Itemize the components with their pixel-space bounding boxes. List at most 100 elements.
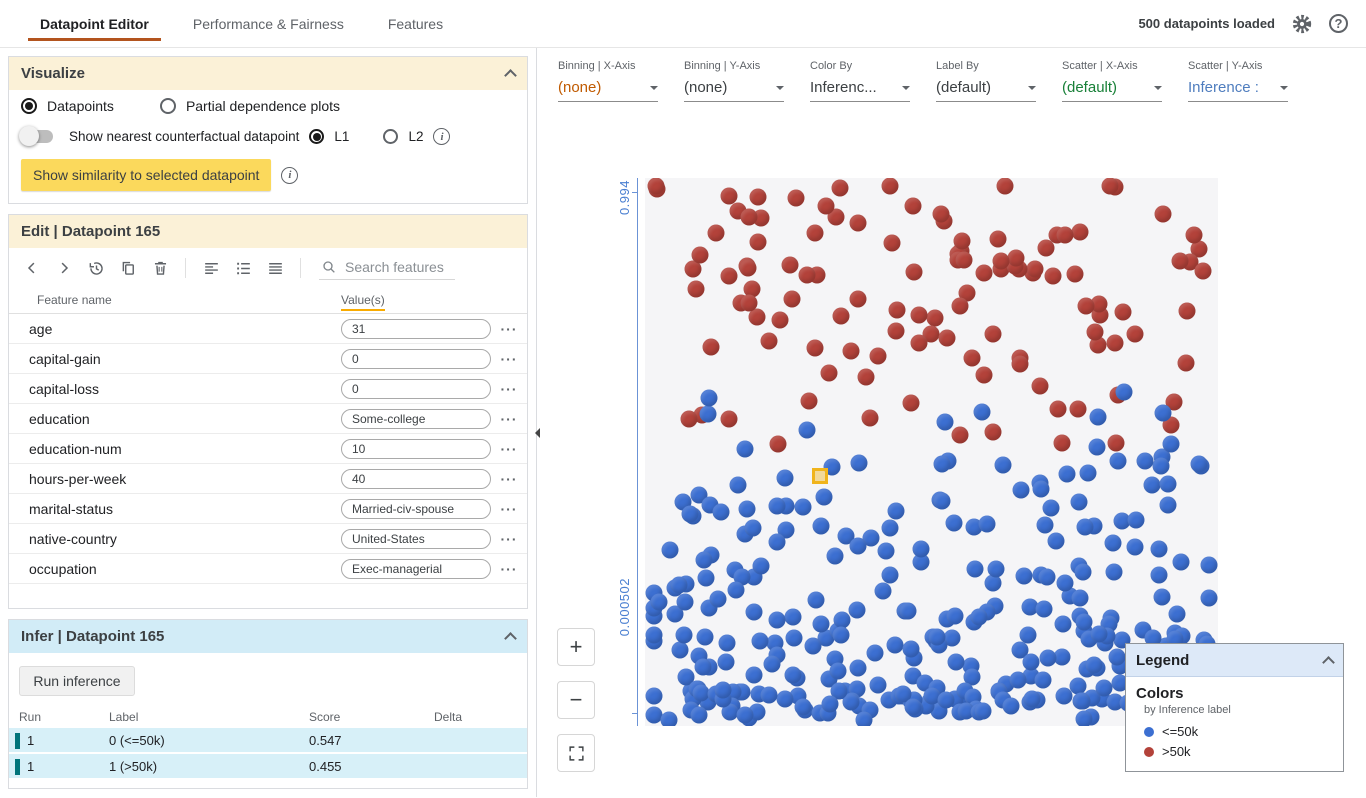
datapoint-blue[interactable] [709, 590, 727, 608]
datapoint-red[interactable] [720, 410, 738, 428]
feature-value-input[interactable] [341, 378, 491, 399]
datapoint-blue[interactable] [681, 505, 699, 523]
datapoint-blue[interactable] [1015, 567, 1033, 585]
datapoint-blue[interactable] [978, 515, 996, 533]
feature-value-input[interactable] [341, 318, 491, 339]
datapoint-blue[interactable] [714, 681, 732, 699]
datapoint-blue[interactable] [812, 517, 830, 535]
datapoint-blue[interactable] [1190, 455, 1208, 473]
datapoint-blue[interactable] [729, 476, 747, 494]
zoom-out-button[interactable]: − [557, 681, 595, 719]
datapoint-blue[interactable] [776, 469, 794, 487]
datapoint-red[interactable] [1106, 334, 1124, 352]
datapoint-red[interactable] [820, 364, 838, 382]
datapoint-blue[interactable] [760, 686, 778, 704]
datapoint-red[interactable] [739, 259, 757, 277]
feature-menu-button[interactable]: ··· [500, 350, 518, 367]
feature-menu-button[interactable]: ··· [500, 380, 518, 397]
show-similarity-button[interactable]: Show similarity to selected datapoint [21, 159, 272, 191]
datapoint-blue[interactable] [849, 659, 867, 677]
datapoint-blue[interactable] [745, 603, 763, 621]
dropdown-binning-y-axis[interactable]: Binning | Y-Axis (none) [684, 60, 784, 102]
datapoint-blue[interactable] [1022, 653, 1040, 671]
datapoint-blue[interactable] [832, 626, 850, 644]
datapoint-red[interactable] [938, 329, 956, 347]
datapoint-blue[interactable] [1058, 465, 1076, 483]
datapoint-blue[interactable] [937, 691, 955, 709]
datapoint-blue[interactable] [984, 574, 1002, 592]
datapoint-red[interactable] [1077, 297, 1095, 315]
datapoint-blue[interactable] [833, 611, 851, 629]
datapoint-blue[interactable] [1079, 464, 1097, 482]
datapoint-blue[interactable] [1153, 588, 1171, 606]
datapoint-red[interactable] [955, 251, 973, 269]
chevron-up-icon[interactable] [504, 632, 517, 645]
datapoint-blue[interactable] [1056, 574, 1074, 592]
datapoint-red[interactable] [910, 306, 928, 324]
feature-value-input[interactable] [341, 468, 491, 489]
values-column-header[interactable]: Value(s) [341, 293, 527, 311]
settings-gear-icon[interactable] [1289, 12, 1315, 36]
datapoint-blue[interactable] [1019, 626, 1037, 644]
datapoint-blue[interactable] [694, 658, 712, 676]
datapoint-red[interactable] [1044, 267, 1062, 285]
feature-menu-button[interactable]: ··· [500, 410, 518, 427]
datapoint-blue[interactable] [645, 687, 663, 705]
datapoint-red[interactable] [1194, 262, 1212, 280]
feature-value-input[interactable] [341, 558, 491, 579]
datapoint-blue[interactable] [1154, 404, 1172, 422]
datapoint-blue[interactable] [849, 537, 867, 555]
datapoint-blue[interactable] [671, 641, 689, 659]
datapoint-blue[interactable] [733, 568, 751, 586]
datapoint-blue[interactable] [670, 576, 688, 594]
datapoint-blue[interactable] [736, 706, 754, 724]
datapoint-blue[interactable] [877, 542, 895, 560]
datapoint-blue[interactable] [866, 644, 884, 662]
datapoint-red[interactable] [817, 197, 835, 215]
datapoint-blue[interactable] [751, 632, 769, 650]
datapoint-blue[interactable] [1109, 452, 1127, 470]
delete-datapoint-icon[interactable] [147, 256, 173, 280]
datapoint-blue[interactable] [645, 706, 663, 724]
datapoint-blue[interactable] [1042, 499, 1060, 517]
datapoint-red[interactable] [849, 290, 867, 308]
datapoint-red[interactable] [849, 214, 867, 232]
datapoint-blue[interactable] [970, 608, 988, 626]
datapoint-blue[interactable] [697, 569, 715, 587]
datapoint-blue[interactable] [1073, 692, 1091, 710]
datapoint-blue[interactable] [696, 628, 714, 646]
datapoint-blue[interactable] [963, 668, 981, 686]
datapoint-red[interactable] [1126, 325, 1144, 343]
dropdown-color-by[interactable]: Color By Inferenc... [810, 60, 910, 102]
datapoint-blue[interactable] [1152, 457, 1170, 475]
datapoint-red[interactable] [687, 280, 705, 298]
justify-view-icon[interactable] [262, 256, 288, 280]
datapoint-red[interactable] [680, 410, 698, 428]
datapoint-red[interactable] [787, 189, 804, 207]
datapoint-blue[interactable] [727, 581, 745, 599]
datapoint-red[interactable] [1053, 434, 1071, 452]
datapoint-blue[interactable] [1034, 671, 1052, 689]
datapoint-red[interactable] [748, 308, 766, 326]
datapoint-red[interactable] [1101, 178, 1119, 195]
datapoint-red[interactable] [888, 301, 906, 319]
datapoint-blue[interactable] [1012, 481, 1030, 499]
datapoint-blue[interactable] [933, 455, 951, 473]
legend-header[interactable]: Legend [1126, 644, 1343, 677]
scatter-plot[interactable] [645, 178, 1218, 726]
datapoint-red[interactable] [1178, 302, 1196, 320]
datapoint-blue[interactable] [946, 607, 964, 625]
datapoint-blue[interactable] [842, 693, 860, 711]
datapoint-red[interactable] [743, 280, 761, 298]
datapoint-red[interactable] [740, 208, 758, 226]
datapoint-blue[interactable] [943, 629, 961, 647]
datapoint-red[interactable] [1090, 295, 1108, 313]
datapoint-red[interactable] [831, 179, 849, 197]
feature-value-input[interactable] [341, 528, 491, 549]
datapoint-red[interactable] [752, 209, 770, 227]
datapoint-blue[interactable] [947, 653, 965, 671]
datapoint-red[interactable] [869, 347, 887, 365]
datapoint-blue[interactable] [1144, 629, 1162, 647]
datapoint-red[interactable] [1011, 355, 1029, 373]
datapoint-red[interactable] [1056, 226, 1074, 244]
